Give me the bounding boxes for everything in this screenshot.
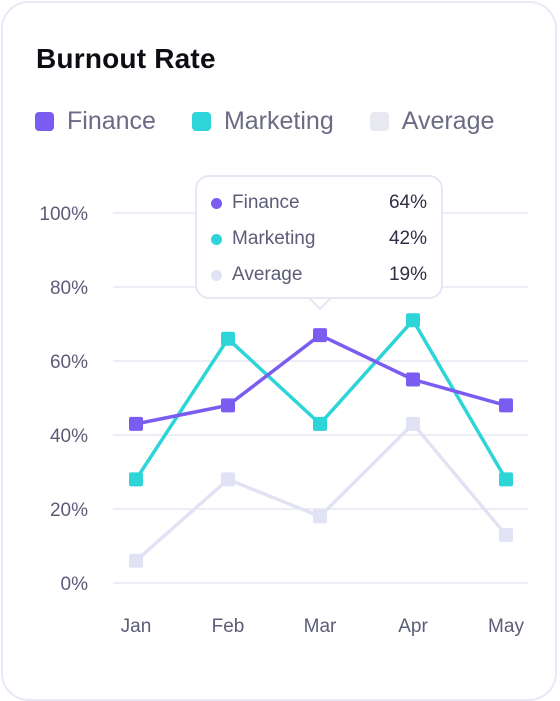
chart-title: Burnout Rate (36, 43, 216, 74)
y-tick-label: 100% (39, 204, 88, 225)
data-point-average (313, 509, 327, 524)
data-point-finance (129, 416, 143, 431)
data-point-average (221, 472, 235, 487)
legend: Finance Marketing Average (35, 107, 530, 136)
y-tick-label: 60% (50, 352, 88, 373)
tooltip-series-name: Average (232, 264, 303, 285)
legend-label: Average (401, 107, 495, 135)
series-line-average (134, 422, 508, 563)
tooltip-row-finance: Finance 64% (211, 191, 427, 215)
tooltip-series-value: 19% (388, 264, 427, 285)
data-point-marketing (406, 313, 420, 328)
series-line-marketing (134, 318, 508, 481)
data-point-marketing (221, 331, 235, 346)
legend-label: Finance (67, 107, 156, 135)
x-tick-label: Apr (398, 616, 428, 637)
tooltip-series-name: Marketing (232, 228, 316, 249)
x-tick-label: Feb (212, 616, 245, 637)
tooltip-row-average: Average 19% (211, 263, 427, 287)
data-point-average (406, 416, 420, 431)
legend-swatch-marketing (191, 112, 211, 131)
y-tick-label: 20% (50, 500, 88, 521)
legend-label: Marketing (223, 107, 334, 135)
legend-swatch-finance (35, 112, 54, 131)
y-tick-label: 40% (50, 426, 88, 447)
tooltip-dot-finance (211, 197, 222, 209)
data-point-finance (499, 398, 513, 413)
y-tick-label: 80% (50, 278, 88, 299)
legend-item-marketing[interactable]: Marketing (191, 107, 334, 136)
data-point-finance (406, 372, 420, 387)
legend-item-average[interactable]: Average (369, 107, 495, 136)
data-point-average (499, 527, 513, 542)
legend-swatch-average (369, 112, 389, 131)
tooltip-series-value: 64% (388, 192, 427, 213)
legend-item-finance[interactable]: Finance (35, 107, 156, 136)
x-tick-label: Mar (304, 616, 337, 637)
data-point-finance (221, 398, 235, 413)
data-point-marketing (313, 416, 327, 431)
data-point-marketing (499, 472, 513, 487)
tooltip: Finance 64% Marketing 42% Average 19% (195, 175, 443, 299)
x-tick-label: Jan (121, 616, 152, 637)
y-tick-label: 0% (61, 574, 89, 595)
tooltip-row-marketing: Marketing 42% (211, 227, 427, 251)
data-point-average (129, 553, 143, 568)
tooltip-series-name: Finance (232, 192, 300, 213)
data-point-marketing (129, 472, 143, 487)
tooltip-series-value: 42% (388, 228, 427, 249)
series-line-finance (135, 333, 507, 426)
data-point-finance (313, 328, 327, 343)
x-tick-label: May (488, 616, 524, 637)
tooltip-dot-average (211, 269, 222, 281)
tooltip-dot-marketing (211, 233, 222, 245)
